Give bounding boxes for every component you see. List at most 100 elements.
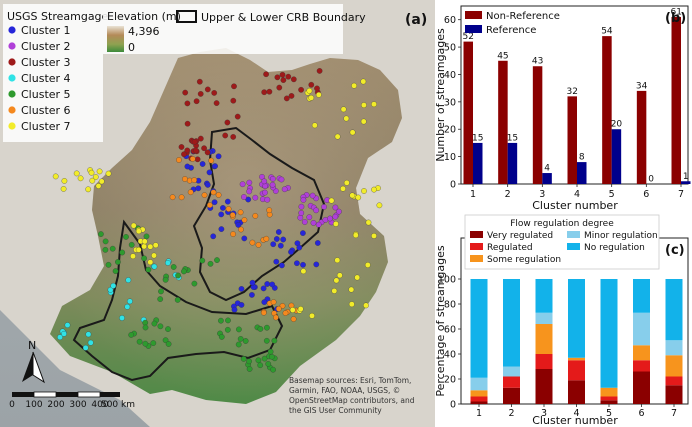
cluster-legend-marker — [8, 58, 16, 66]
y-tick-label: 20 — [444, 125, 456, 136]
cluster-legend-label: Cluster 2 — [21, 40, 71, 53]
stacked-bar-segment — [665, 376, 683, 386]
stacked-bar-segment — [568, 357, 585, 361]
bar-value-label: 61 — [671, 7, 682, 17]
y-tick-label: 50 — [444, 43, 456, 54]
chart-c-flow-regulation: 0 20 40 60 80 100 1 2 3 4 5 6 7 Flow regulation degr… — [435, 214, 689, 427]
legend-label-non-reference: Non-Reference — [486, 11, 560, 22]
cluster-legend-label: Cluster 4 — [21, 72, 71, 85]
chart-c-panel-label: (c) — [665, 243, 685, 258]
stacked-bar-segment — [470, 401, 488, 404]
stacked-bar-segment — [600, 387, 618, 397]
scale-tick-label: 0 — [9, 400, 15, 410]
map-legend-box — [3, 4, 103, 142]
stacked-bar-segment — [600, 400, 618, 404]
y-tick-label: 0 — [450, 180, 456, 191]
bar-non-reference — [463, 41, 473, 184]
cluster-legend: Cluster 1 Cluster 2 Cluster 3 Cluster 4 Clus… — [8, 24, 71, 133]
bar-non-reference — [567, 96, 577, 184]
y-tick-label: 60 — [444, 325, 456, 336]
x-tick-label: 3 — [539, 189, 545, 200]
boundary-legend-swatch — [176, 10, 197, 23]
y-tick-label: 60 — [444, 15, 456, 26]
chart-b-xlabel: Cluster number — [532, 199, 618, 212]
stacked-bar-segment — [633, 371, 650, 404]
bar-reference — [611, 129, 622, 184]
stacked-bar-segment — [503, 376, 520, 388]
y-tick-label: 30 — [444, 97, 456, 108]
bar-non-reference — [498, 60, 508, 185]
bar-reference — [542, 173, 552, 184]
x-tick-label: 4 — [573, 408, 579, 419]
y-tick-label: 0 — [450, 400, 456, 411]
y-tick-label: 40 — [444, 350, 456, 361]
bar-non-reference — [532, 66, 543, 184]
stacked-bar-segment — [665, 340, 683, 356]
stacked-bar-segment — [503, 279, 520, 367]
x-tick-label: 3 — [541, 408, 547, 419]
north-arrow: N — [22, 339, 45, 384]
scale-tick-label: 400 — [91, 400, 108, 410]
panel-label-a: (a) — [405, 12, 427, 28]
stacked-bar-segment — [633, 360, 650, 372]
cluster-legend-label: Cluster 3 — [21, 56, 71, 69]
x-tick-label: 5 — [606, 408, 612, 419]
bar-non-reference — [602, 36, 612, 184]
y-tick-label: 20 — [444, 375, 456, 386]
legend-swatch-no-regulation — [567, 243, 580, 250]
stacked-bar-segment — [568, 380, 585, 404]
bar-value-label: 0 — [648, 175, 654, 185]
cluster-legend-label: Cluster 7 — [21, 120, 71, 133]
x-tick-label: 7 — [678, 189, 684, 200]
x-tick-label: 7 — [671, 408, 677, 419]
streamgage-legend-title: USGS Streamgage — [7, 10, 109, 23]
y-tick-label: 40 — [444, 70, 456, 81]
stacked-bar-segment — [633, 345, 650, 361]
stacked-bar-segment — [470, 396, 488, 402]
streamgage-points — [52, 68, 383, 373]
legend-label-reference: Reference — [486, 25, 536, 36]
scale-tick-label: 200 — [47, 400, 64, 410]
cluster-legend-marker — [8, 122, 16, 130]
x-tick-label: 4 — [574, 189, 580, 200]
bar-non-reference — [671, 16, 681, 185]
cluster-legend-marker — [8, 74, 16, 82]
scale-tick-label: 300 — [69, 400, 86, 410]
bar-reference — [507, 142, 518, 184]
stacked-bar-segment — [503, 366, 520, 377]
bar-value-label: 15 — [472, 133, 483, 143]
credit-line: Basemap sources: Esri, TomTom, — [289, 376, 411, 385]
x-tick-label: 6 — [638, 408, 644, 419]
legend-swatch-very-regulated — [470, 231, 483, 238]
cluster-legend-marker — [8, 42, 16, 50]
stacked-bar-segment — [535, 279, 553, 313]
stacked-bar-segment — [535, 369, 553, 404]
chart-c-xlabel: Cluster number — [532, 414, 618, 427]
cluster-legend-label: Cluster 6 — [21, 104, 71, 117]
chart-c-legend-title: Flow regulation degree — [510, 219, 614, 229]
chart-c-legend-box — [464, 214, 660, 270]
legend-swatch-regulated — [470, 243, 483, 250]
bar-reference — [473, 142, 483, 184]
bar-value-label: 1 — [683, 172, 689, 182]
chart-b-legend: Non-Reference Reference — [465, 11, 560, 36]
x-tick-label: 1 — [470, 189, 476, 200]
elevation-max-label: 4,396 — [128, 25, 160, 38]
scale-tick-label: 500 km — [101, 400, 135, 410]
basemap-credits: Basemap sources: Esri, TomTom,Garmin, FA… — [289, 376, 415, 415]
chart-c-legend: Flow regulation degree Very regulated Re… — [464, 214, 660, 270]
bar-value-label: 45 — [497, 51, 508, 61]
stacked-bar-segment — [568, 360, 585, 381]
legend-swatch-some-regulation — [470, 255, 483, 262]
bar-value-label: 4 — [544, 164, 550, 174]
stacked-bar-segment — [600, 396, 618, 401]
x-tick-label: 2 — [505, 189, 511, 200]
chart-c-ylabel: Percentage of streamgages — [435, 245, 447, 396]
stacked-bar-segment — [665, 355, 683, 377]
lower-crb-boundary — [72, 219, 284, 382]
cluster-legend-label: Cluster 1 — [21, 24, 71, 37]
stacked-bar-segment — [600, 279, 618, 388]
